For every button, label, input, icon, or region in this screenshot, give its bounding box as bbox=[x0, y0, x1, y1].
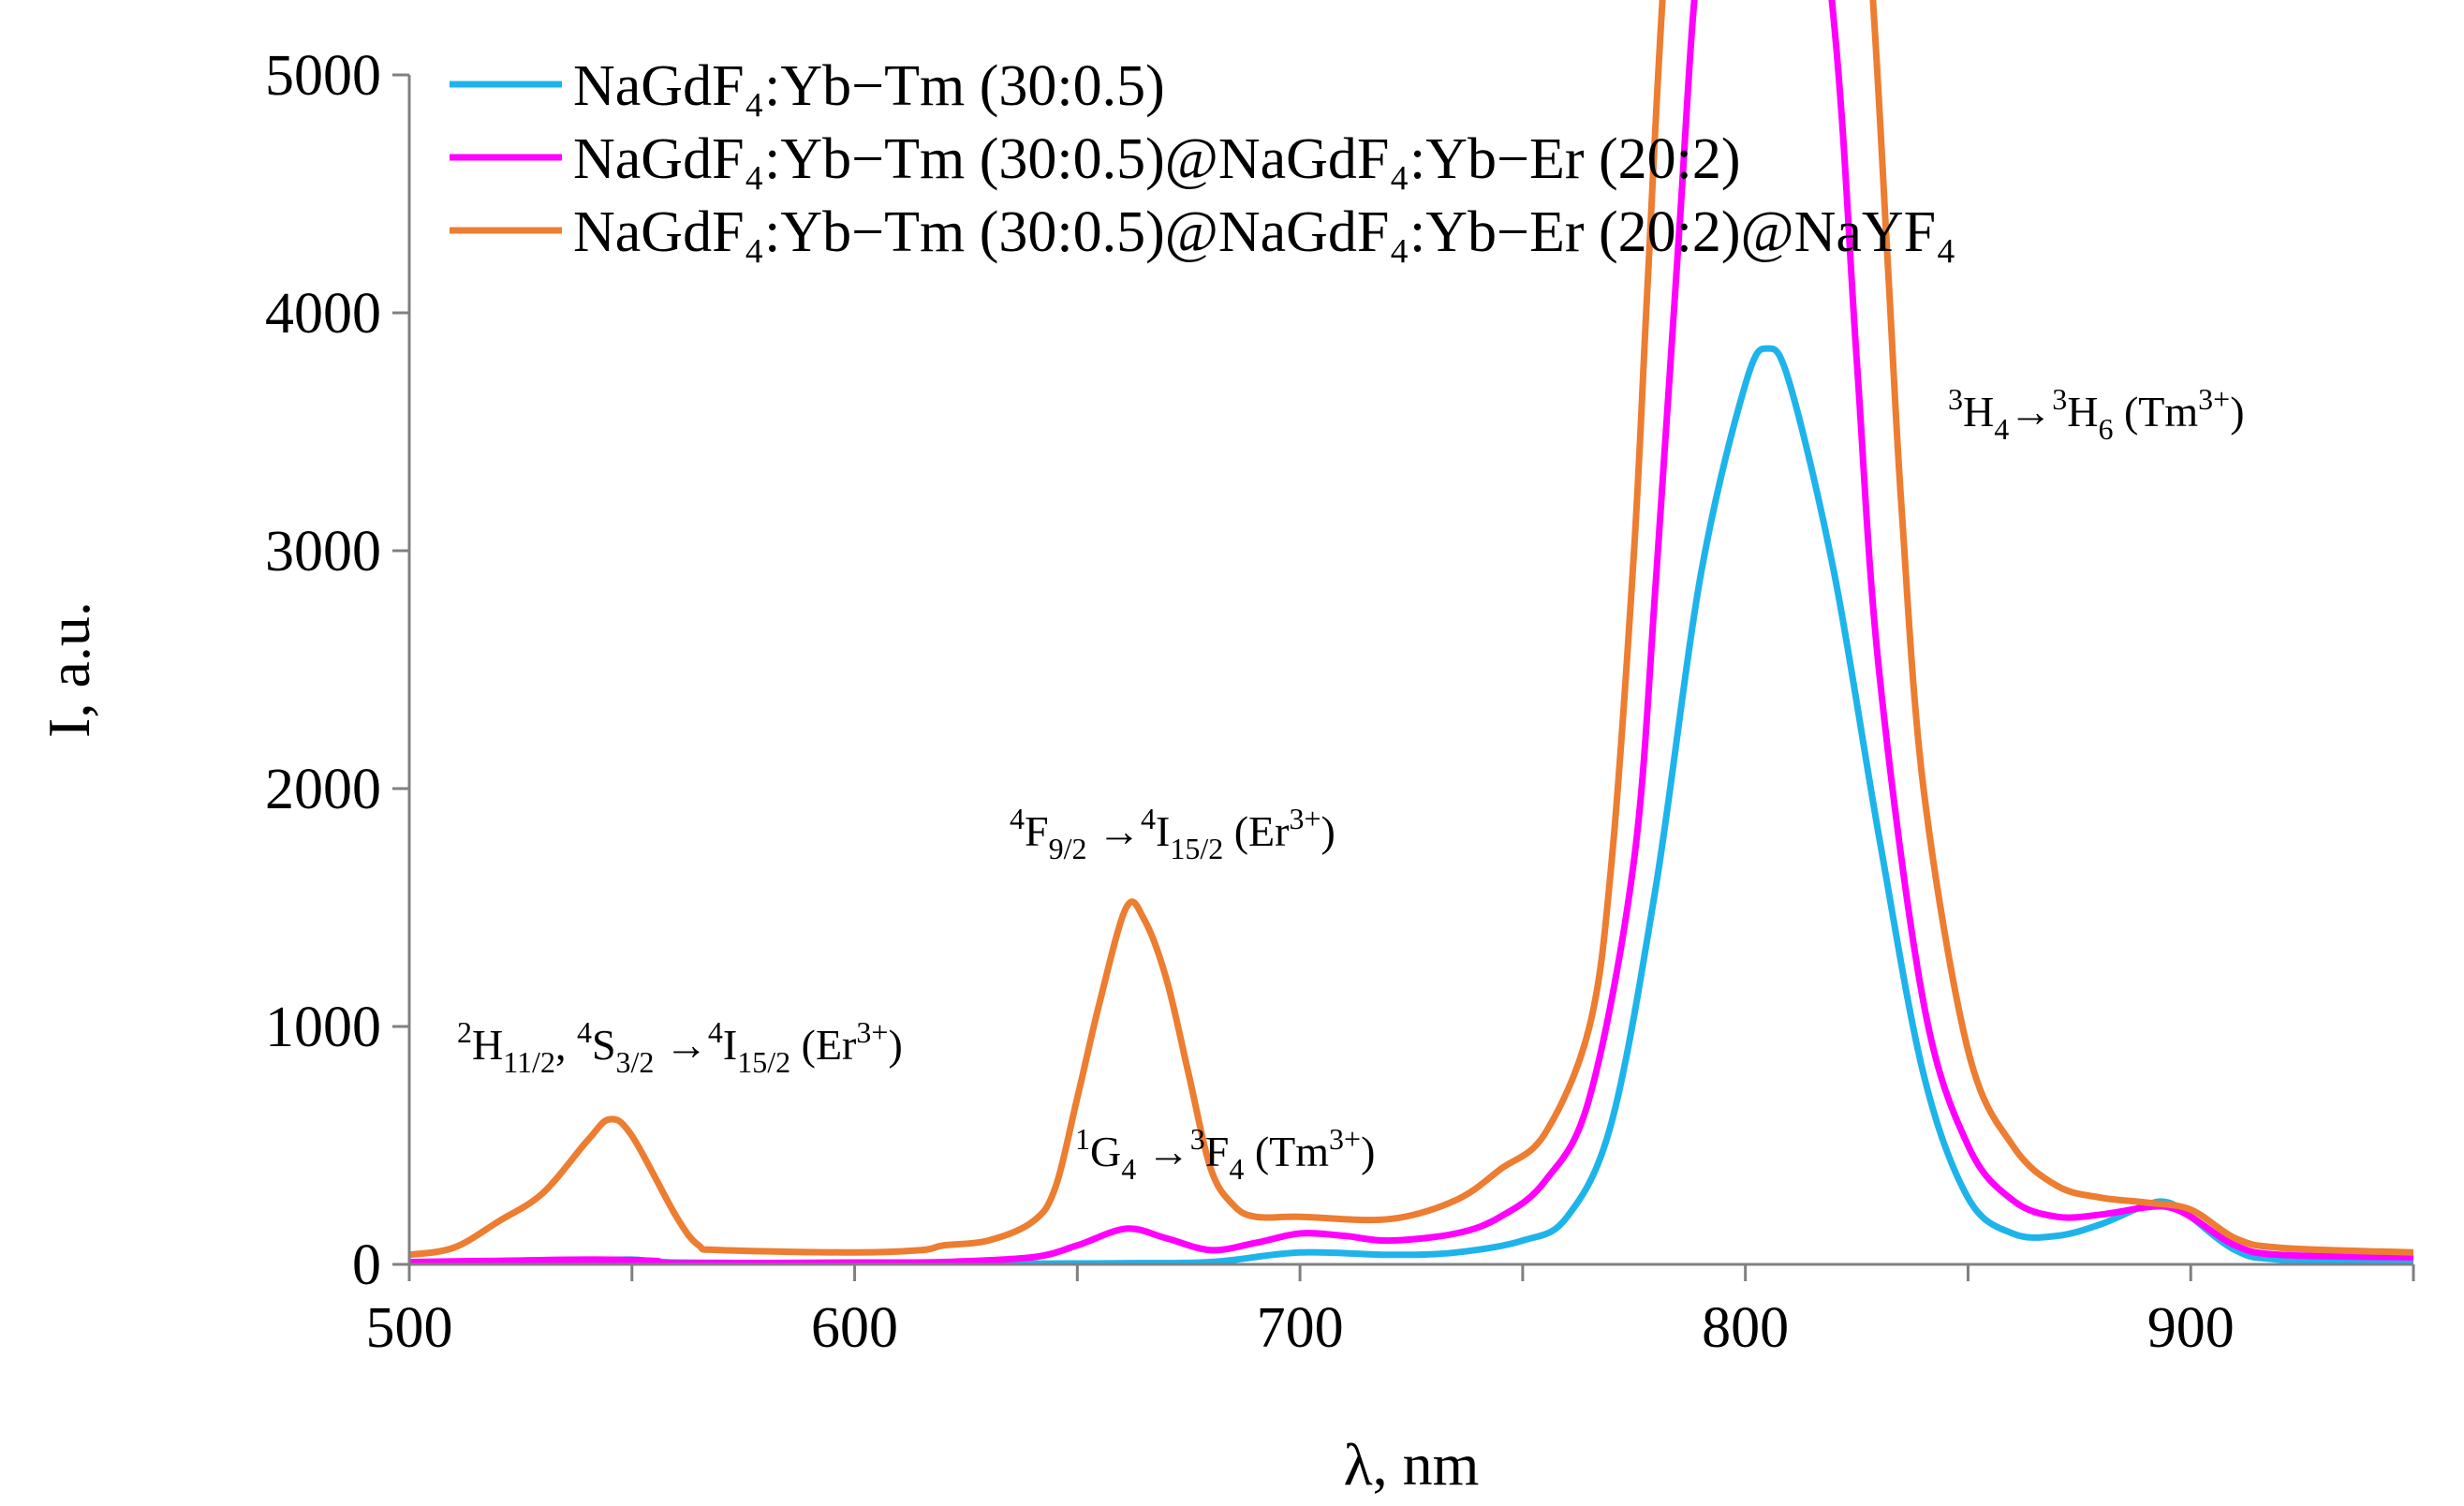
annotation-er-2h112: 2H11/2, 4S3/2 →4I15/2 (Er3+) bbox=[457, 1015, 903, 1079]
annotation-part: 6 bbox=[2098, 412, 2113, 446]
annotation-part: 4 bbox=[708, 1015, 723, 1049]
x-tick-label: 700 bbox=[1257, 1296, 1344, 1360]
annotation-part: 11/2 bbox=[503, 1045, 555, 1079]
annotation-part: 15/2 bbox=[1170, 832, 1223, 865]
annotation-part: ) bbox=[1361, 1128, 1375, 1175]
x-tick-label: 800 bbox=[1702, 1296, 1789, 1360]
annotation-part: 3+ bbox=[1329, 1122, 1361, 1156]
annotation-part: ) bbox=[1321, 807, 1335, 855]
annotation-part: 3 bbox=[1190, 1122, 1205, 1156]
annotation-part: 3+ bbox=[2198, 382, 2230, 416]
annotation-part: 3 bbox=[2052, 382, 2067, 416]
annotation-part: S bbox=[592, 1021, 616, 1069]
annotation-part: 3+ bbox=[856, 1015, 888, 1049]
annotation-part: 3 bbox=[1948, 382, 1963, 416]
x-axis-label: λ, nm bbox=[1344, 1431, 1480, 1498]
annotation-part: (Er bbox=[1223, 807, 1289, 855]
annotation-part: 3/2 bbox=[616, 1045, 655, 1079]
y-tick-label: 1000 bbox=[265, 996, 381, 1059]
y-tick-label: 0 bbox=[352, 1233, 381, 1297]
annotation-part: F bbox=[1205, 1128, 1230, 1175]
series-line-1 bbox=[409, 345, 2413, 1264]
annotation-er-4f92: 4F9/2 →4I15/2 (Er3+) bbox=[1010, 802, 1335, 865]
annotation-part: I bbox=[1156, 807, 1170, 855]
y-tick-label: 4000 bbox=[265, 282, 381, 346]
annotations: 3H4→3H6 (Tm3+)4F9/2 →4I15/2 (Er3+)2H11/2… bbox=[457, 382, 2245, 1186]
annotation-part: 2 bbox=[457, 1015, 472, 1049]
annotation-part: 4 bbox=[1141, 802, 1156, 835]
annotation-part: 9/2 bbox=[1049, 832, 1087, 865]
series-line-3 bbox=[409, 0, 2413, 1259]
x-tick-label: 500 bbox=[366, 1296, 453, 1360]
x-tick-label: 900 bbox=[2147, 1296, 2235, 1360]
annotation-part: → bbox=[1136, 1128, 1190, 1175]
series-line-2 bbox=[409, 0, 2413, 1264]
legend-label-1: NaGdF₄:Yb−Tm (30:0.5) bbox=[573, 54, 1165, 118]
annotation-part: F bbox=[1025, 807, 1049, 855]
annotation-part: ) bbox=[2230, 388, 2244, 436]
annotation-part: 1 bbox=[1075, 1122, 1090, 1156]
annotation-tm-1g4: 1G4 →3F4 (Tm3+) bbox=[1075, 1122, 1375, 1186]
annotation-part: 15/2 bbox=[737, 1045, 790, 1079]
annotation-part: (Tm bbox=[1244, 1128, 1329, 1175]
annotation-part: 4 bbox=[1994, 412, 2009, 446]
annotation-part: → bbox=[1086, 807, 1141, 855]
annotation-part: (Er bbox=[790, 1021, 856, 1069]
annotation-part: 4 bbox=[1229, 1152, 1244, 1186]
annotation-part: I bbox=[723, 1021, 737, 1069]
annotation-part: → bbox=[654, 1021, 708, 1069]
legend-label-2: NaGdF₄:Yb−Tm (30:0.5)@NaGdF₄:Yb−Er (20:2… bbox=[573, 127, 1741, 191]
annotation-part: , bbox=[555, 1021, 577, 1069]
y-axis-label: I, a.u. bbox=[36, 601, 102, 738]
legend-label-3: NaGdF₄:Yb−Tm (30:0.5)@NaGdF₄:Yb−Er (20:2… bbox=[573, 200, 1956, 264]
annotation-part: H bbox=[2067, 388, 2098, 436]
annotation-tm-3h4: 3H4→3H6 (Tm3+) bbox=[1948, 382, 2245, 446]
annotation-part: H bbox=[472, 1021, 503, 1069]
y-tick-label: 2000 bbox=[265, 758, 381, 821]
annotation-part: G bbox=[1090, 1128, 1121, 1175]
annotation-part: (Tm bbox=[2113, 388, 2198, 436]
annotation-part: → bbox=[2009, 388, 2052, 436]
annotation-part: H bbox=[1963, 388, 1994, 436]
annotation-part: 4 bbox=[1121, 1152, 1136, 1186]
ticks: 0 1000 2000 3000 4000 5000 500 600 700 800 900 bbox=[265, 44, 2415, 1360]
annotation-part: 4 bbox=[1010, 802, 1025, 835]
y-tick-label: 5000 bbox=[265, 44, 381, 108]
annotation-part: 4 bbox=[577, 1015, 592, 1049]
axes bbox=[407, 75, 2413, 1266]
y-tick-label: 3000 bbox=[265, 520, 381, 583]
legend: NaGdF₄:Yb−Tm (30:0.5) NaGdF₄:Yb−Tm (30:0.… bbox=[450, 54, 1956, 264]
annotation-part: ) bbox=[888, 1021, 902, 1069]
annotation-part: 3+ bbox=[1289, 802, 1321, 835]
x-tick-label: 600 bbox=[811, 1296, 898, 1360]
